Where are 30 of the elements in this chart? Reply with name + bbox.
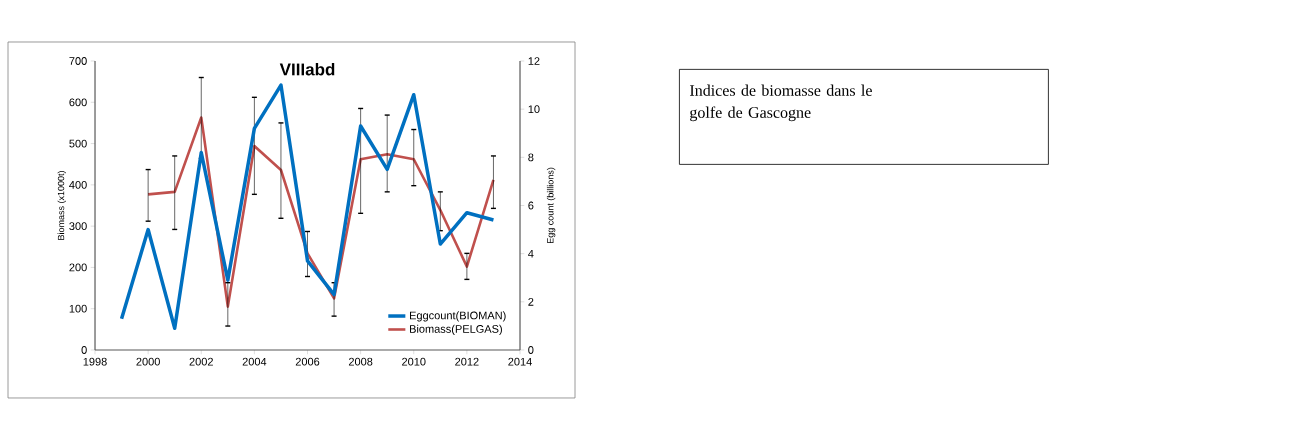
y-tick-label: 200 xyxy=(69,263,87,272)
y-tick-label: 600 xyxy=(69,98,87,107)
x-tick-label: 2012 xyxy=(455,357,479,366)
x-tick-label: 2010 xyxy=(402,357,426,366)
y-tick-label: 100 xyxy=(69,304,87,313)
y2-tick-label: 2 xyxy=(528,297,534,306)
text: Indices de biomasse dans le golfe de Gascogne xyxy=(689,84,872,122)
y-tick-label: 0 xyxy=(81,346,87,354)
legend-label: Eggcount(BIOMAN) xyxy=(410,311,506,322)
y2-tick-label: 6 xyxy=(528,201,534,210)
x-tick-label: 2000 xyxy=(136,357,160,366)
y-tick-label: 400 xyxy=(69,180,87,189)
y-tick-label: 500 xyxy=(69,139,87,148)
y-tick-label: 700 xyxy=(69,57,87,65)
chart-title: VIIIabd xyxy=(279,62,335,76)
y2-tick-label: 4 xyxy=(528,249,534,258)
y2-tick-label: 12 xyxy=(528,57,540,65)
x-tick-label: 1998 xyxy=(83,357,107,366)
y-tick-label: 300 xyxy=(69,222,87,231)
x-tick-label: 2002 xyxy=(189,357,213,366)
y2-axis-title: Egg count (billions) xyxy=(546,167,556,244)
y-axis-title: Biomass (x1000t) xyxy=(57,171,66,240)
y2-tick-label: 0 xyxy=(528,346,534,354)
x-tick-label: 2004 xyxy=(242,357,267,366)
legend-label: Biomass(PELGAS) xyxy=(410,324,502,335)
x-tick-label: 2008 xyxy=(348,357,373,366)
y2-tick-label: 8 xyxy=(528,153,534,162)
y2-tick-label: 10 xyxy=(528,105,540,114)
x-tick-label: 2006 xyxy=(295,357,320,366)
x-tick-label: 2014 xyxy=(508,357,532,366)
